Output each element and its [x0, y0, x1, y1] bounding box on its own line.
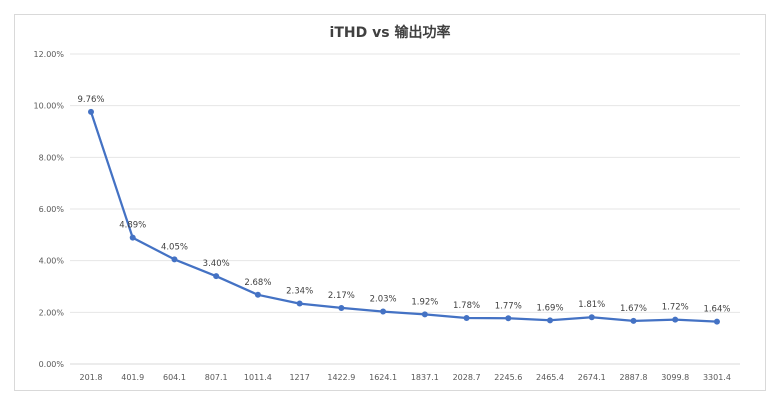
y-tick-label: 10.00% [33, 102, 64, 111]
x-tick-label: 1422.9 [327, 373, 355, 382]
gridlines [70, 53, 740, 365]
x-tick-label: 1011.4 [244, 373, 272, 382]
data-point [129, 234, 136, 241]
x-tick-label: 2245.6 [494, 373, 522, 382]
y-tick-label: 12.00% [33, 50, 64, 59]
x-tick-label: 1837.1 [411, 373, 439, 382]
data-label: 1.78% [453, 301, 480, 311]
series-line [89, 111, 717, 323]
data-point [588, 314, 595, 321]
x-tick-label: 2028.7 [453, 373, 481, 382]
x-axis-ticks: 201.8 401.9 604.1 807.1 1011.4 1217 1422.9 1624… [80, 373, 731, 382]
data-point [338, 304, 345, 311]
data-label: 1.77% [495, 301, 522, 311]
data-label: 1.64% [703, 305, 730, 315]
data-point [296, 300, 303, 307]
data-label: 1.67% [620, 304, 647, 314]
x-tick-label: 807.1 [205, 373, 228, 382]
y-tick-label: 8.00% [39, 153, 65, 162]
x-tick-label: 604.1 [163, 373, 186, 382]
x-tick-label: 3099.8 [661, 373, 689, 382]
data-point [672, 316, 679, 323]
data-point [547, 317, 554, 324]
x-tick-label: 2465.4 [536, 373, 564, 382]
chart-frame [14, 14, 766, 391]
data-points [88, 108, 720, 325]
data-point [171, 256, 178, 263]
data-point [254, 291, 261, 298]
data-point [380, 308, 387, 315]
data-label: 9.76% [77, 95, 104, 105]
data-point [713, 318, 720, 325]
x-tick-label: 401.9 [121, 373, 144, 382]
data-labels: 9.76% 4.89% 4.05% 3.40% 2.68% 2.34% 2.17% 2.03%… [77, 95, 730, 315]
data-point [630, 317, 637, 324]
data-label: 2.03% [370, 295, 397, 305]
data-label: 4.89% [119, 221, 146, 231]
data-point [213, 273, 220, 280]
data-point [505, 315, 512, 322]
data-label: 2.34% [286, 287, 313, 297]
x-tick-label: 1624.1 [369, 373, 397, 382]
data-label: 4.05% [161, 242, 188, 252]
y-axis-ticks: 0.00% 2.00% 4.00% 6.00% 8.00% 10.00% 12.00% [33, 50, 64, 369]
data-label: 1.81% [578, 300, 605, 310]
y-tick-label: 2.00% [39, 308, 65, 317]
y-tick-label: 4.00% [39, 257, 65, 266]
data-label: 3.40% [203, 259, 230, 269]
x-tick-label: 2887.8 [619, 373, 647, 382]
data-point [463, 315, 470, 322]
x-tick-label: 201.8 [80, 373, 103, 382]
data-point [421, 311, 428, 318]
x-tick-label: 3301.4 [703, 373, 731, 382]
data-label: 1.92% [411, 297, 438, 307]
y-tick-label: 0.00% [39, 360, 65, 369]
data-label: 2.17% [328, 291, 355, 301]
data-label: 2.68% [244, 278, 271, 288]
x-tick-label: 1217 [289, 373, 309, 382]
chart-title: iTHD vs 输出功率 [330, 24, 451, 41]
data-label: 1.72% [662, 303, 689, 313]
data-label: 1.69% [537, 303, 564, 313]
y-tick-label: 6.00% [39, 205, 65, 214]
data-point [88, 108, 94, 115]
x-tick-label: 2674.1 [578, 373, 606, 382]
